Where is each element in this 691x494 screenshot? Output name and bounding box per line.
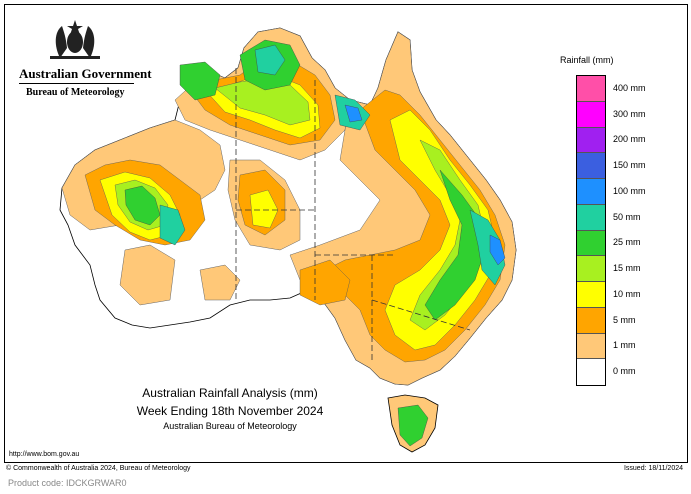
bom-url[interactable]: http://www.bom.gov.au [9, 451, 80, 458]
legend-label: 0 mm [613, 366, 636, 377]
product-code: Product code: IDCKGRWAR0 [8, 478, 127, 488]
legend-label: 25 mm [613, 237, 641, 248]
legend-swatch [577, 127, 605, 154]
legend-swatch [577, 153, 605, 179]
government-name: Australian Government [19, 66, 152, 81]
legend-swatch [577, 359, 605, 385]
legend-swatch [577, 333, 605, 360]
coat-of-arms-icon [50, 20, 100, 59]
legend-swatch [577, 230, 605, 257]
legend-swatch [577, 101, 605, 128]
copyright-text: © Commonwealth of Australia 2024, Bureau… [6, 465, 191, 472]
map-title: Australian Rainfall Analysis (mm) [142, 386, 318, 400]
map-source: Australian Bureau of Meteorology [163, 421, 297, 431]
legend-title: Rainfall (mm) [560, 55, 614, 65]
legend-swatch [577, 179, 605, 205]
header-divider [19, 83, 134, 84]
legend-label: 300 mm [613, 108, 646, 119]
bureau-name: Bureau of Meteorology [26, 87, 125, 98]
map-period: Week Ending 18th November 2024 [136, 404, 324, 418]
issued-date: Issued: 18/11/2024 [623, 465, 683, 472]
legend-label: 5 mm [613, 314, 636, 325]
legend-label: 15 mm [613, 263, 641, 274]
legend-colorbar [576, 75, 606, 386]
legend-label: 200 mm [613, 134, 646, 145]
legend-label: 400 mm [613, 82, 646, 93]
legend-label: 10 mm [613, 288, 641, 299]
legend-swatch [577, 204, 605, 231]
legend-label: 100 mm [613, 185, 646, 196]
legend-swatch [577, 76, 605, 102]
rain-100mm-zones [344, 104, 506, 266]
legend-swatch [577, 282, 605, 308]
state-borders [235, 68, 471, 360]
legend-swatch [577, 307, 605, 334]
legend-label: 150 mm [613, 160, 646, 171]
legend-label: 50 mm [613, 211, 641, 222]
legend-label: 1 mm [613, 340, 636, 351]
legend-swatch [577, 256, 605, 282]
